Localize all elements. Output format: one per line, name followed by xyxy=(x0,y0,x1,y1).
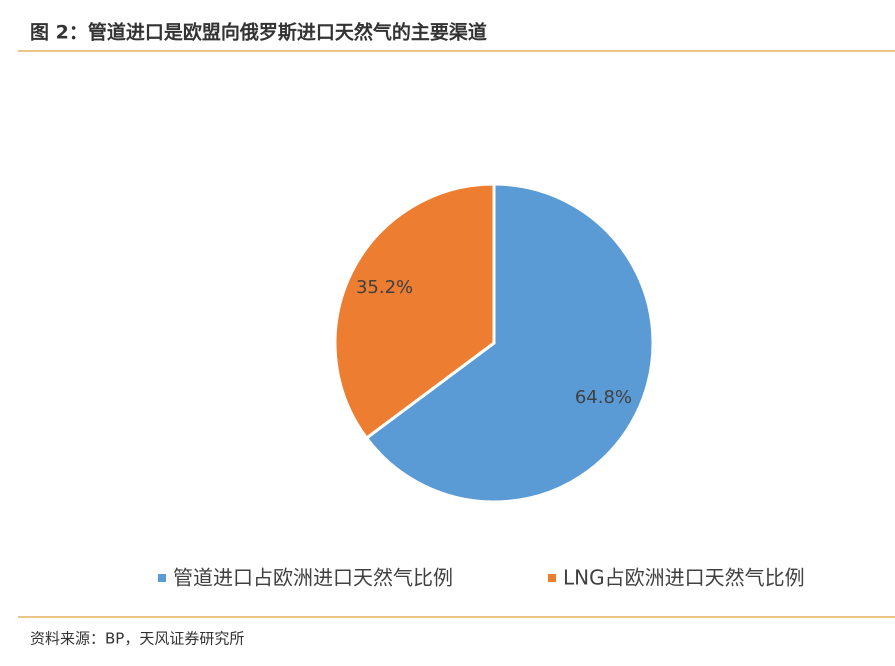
pie-slice xyxy=(333,182,496,441)
legend-label: 管道进口占欧洲进口天然气比例 xyxy=(173,566,453,590)
data-label: 35.2% xyxy=(356,277,413,298)
chart-title: 图 2：管道进口是欧盟向俄罗斯进口天然气的主要渠道 xyxy=(30,21,487,44)
legend-label: LNG占欧洲进口天然气比例 xyxy=(563,566,805,590)
legend-swatch xyxy=(548,574,556,582)
pie-slice xyxy=(364,182,655,504)
legend-swatch xyxy=(158,574,166,582)
data-label: 64.8% xyxy=(575,387,632,408)
source: 资料来源：BP，天风证券研究所 xyxy=(30,630,244,648)
